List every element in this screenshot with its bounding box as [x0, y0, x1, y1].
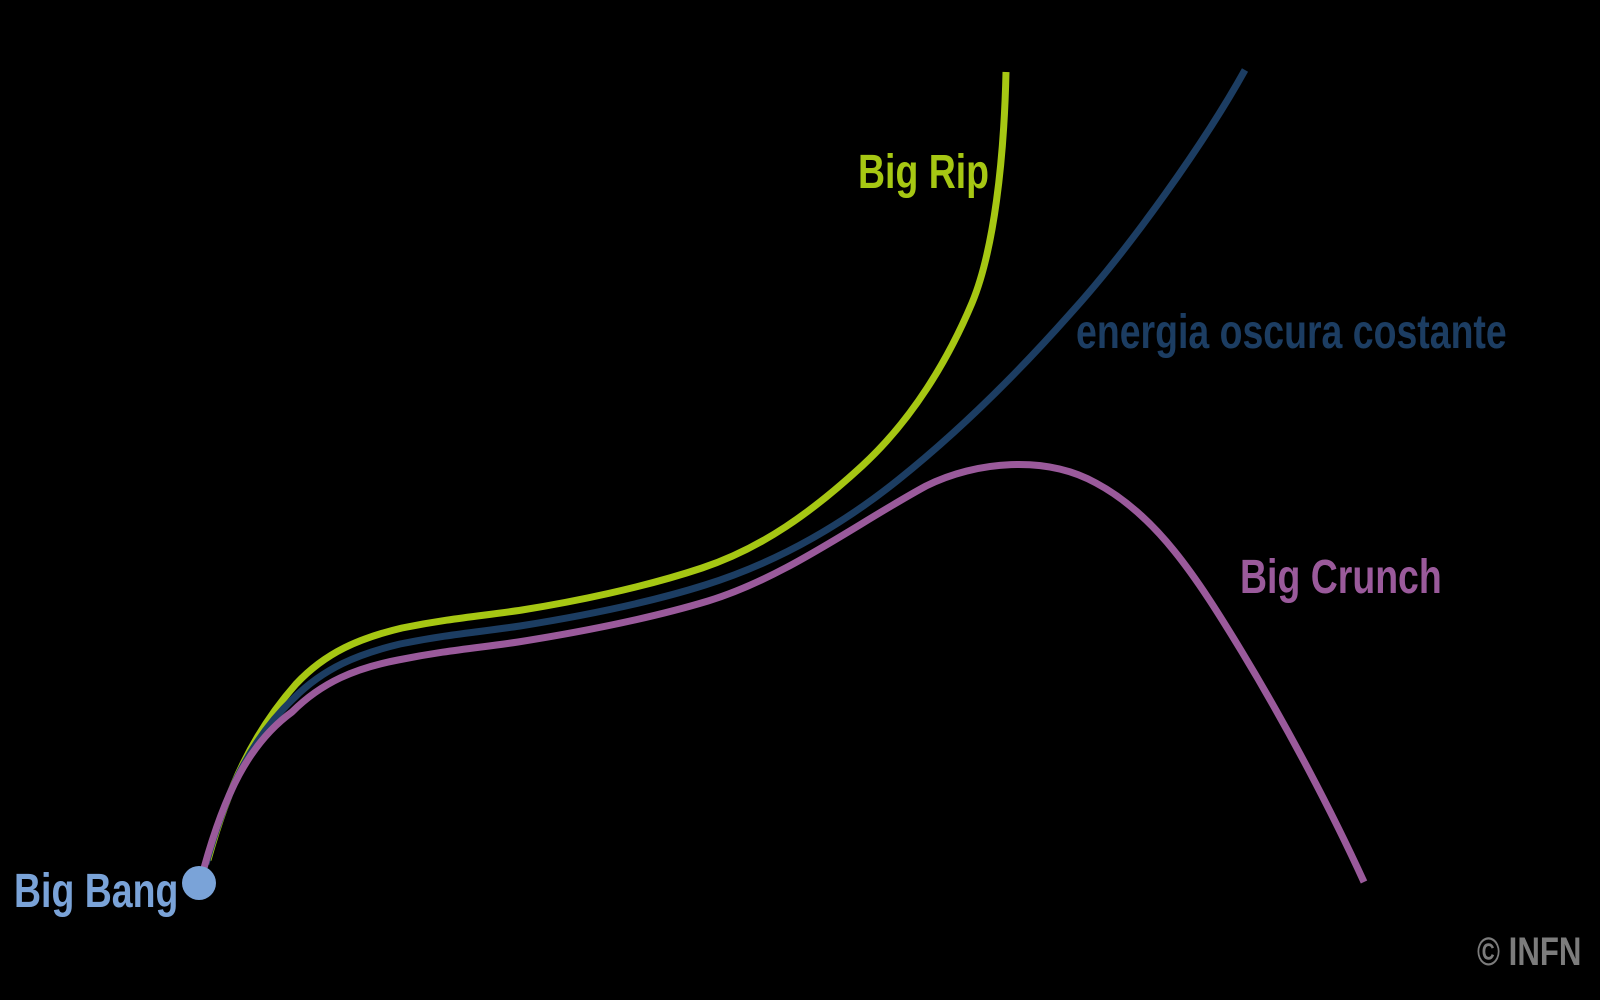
dark-energy-label: energia oscura costante	[1076, 306, 1507, 359]
big-rip-curve	[204, 71, 1010, 861]
big-rip-label: Big Rip	[858, 146, 990, 199]
big-crunch-curve	[200, 461, 1368, 884]
infn-copyright: © INFN	[1477, 930, 1582, 974]
big-crunch-label: Big Crunch	[1240, 551, 1442, 604]
big-bang-label: Big Bang	[14, 865, 179, 918]
big-bang-dot	[182, 866, 216, 900]
dark-energy-curve	[202, 68, 1249, 865]
